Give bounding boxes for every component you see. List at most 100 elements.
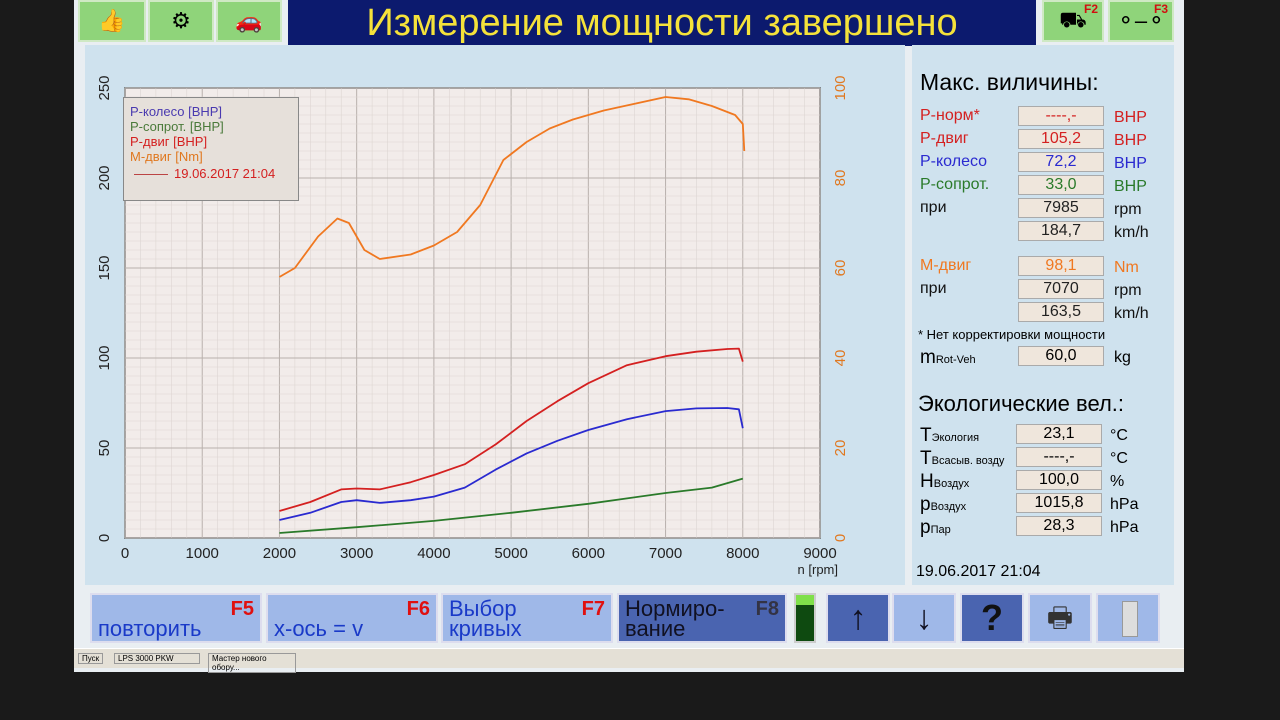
exit-button[interactable] [1096, 593, 1160, 643]
taskbar-item[interactable]: LPS 3000 PKW [114, 653, 200, 664]
row-label: HВоздух [920, 471, 970, 492]
y-right-tick-label: 0 [832, 534, 849, 542]
row-unit: hPa [1110, 519, 1139, 536]
max-row: 163,5 km/h [920, 302, 1170, 323]
row-value: 100,0 [1016, 470, 1102, 490]
x-tick-label: 7000 [649, 545, 682, 562]
f3-button[interactable]: F3 ⚬–⚬ [1108, 0, 1174, 42]
start-button[interactable]: Пуск [78, 653, 104, 664]
y-left-tick-label: 150 [96, 255, 113, 280]
y-left-tick-label: 100 [96, 345, 113, 370]
y-right-tick-label: 100 [832, 75, 849, 100]
x-tick-label: 9000 [803, 545, 836, 562]
x-tick-label: 1000 [186, 545, 219, 562]
help-button[interactable]: ? [960, 593, 1024, 643]
row-unit: °C [1110, 427, 1128, 444]
taskbar: Пуск LPS 3000 PKW Мастер нового обору... [74, 648, 1184, 673]
mass-row: mRot-Veh 60,0 kg [920, 346, 1170, 368]
mass-unit: kg [1114, 349, 1131, 366]
arrow-up-icon: ↑ [849, 599, 867, 637]
max-row: 184,7 km/h [920, 221, 1170, 242]
thumbs-up-button[interactable]: 👍 [78, 0, 146, 42]
row-value: 163,5 [1018, 302, 1104, 322]
row-label: P-норм* [920, 107, 980, 124]
series-line-3 [278, 96, 746, 278]
row-label: P-колесо [920, 153, 988, 170]
eco-row: TВсасыв. возду ----,- °C [920, 447, 1170, 469]
legend-date-text: 19.06.2017 21:04 [174, 166, 276, 181]
app-window: 👍 ⚙ 🚗 Измерение мощности завершено F2 ⛟ F… [74, 0, 1184, 673]
x-tick-label: 6000 [572, 545, 605, 562]
row-unit: BHP [1114, 109, 1147, 126]
status-led [794, 593, 816, 643]
engine-button[interactable]: ⚙ [148, 0, 214, 42]
legend-item: P-колесо [BHP] [130, 104, 223, 119]
row-label: pПар [920, 517, 951, 538]
row-value: ----,- [1018, 106, 1104, 126]
taskbar-item[interactable]: Мастер нового обору... [208, 653, 296, 673]
x-axis-button[interactable]: F6 x-ось = v [266, 593, 438, 643]
row-value: 1015,8 [1016, 493, 1102, 513]
row-unit: rpm [1114, 282, 1142, 299]
max-row: P-сопрот. 33,0 BHP [920, 175, 1170, 196]
normalize-button[interactable]: F8 Нормиро- вание [617, 593, 787, 643]
eco-title: Экологические вел.: [918, 391, 1125, 416]
dyno-car-icon: ⛟ [1059, 6, 1087, 32]
y-right-tick-label: 60 [832, 260, 849, 277]
row-unit: km/h [1114, 224, 1149, 241]
row-label: TЭкология [920, 425, 980, 446]
row-label: TВсасыв. возду [920, 448, 1005, 469]
repeat-button[interactable]: F5 повторить [90, 593, 262, 643]
row-value: 105,2 [1018, 129, 1104, 149]
f2-button[interactable]: F2 ⛟ [1042, 0, 1104, 42]
max-values-title: Макс. виличины: [920, 69, 1099, 95]
x-tick-label: 0 [121, 545, 129, 562]
row-value: 7985 [1018, 198, 1104, 218]
row-value: 23,1 [1016, 424, 1102, 444]
arrow-down-icon: ↓ [915, 599, 933, 637]
row-value: 98,1 [1018, 256, 1104, 276]
print-button[interactable]: 🖶 [1028, 593, 1092, 643]
row-label: при [920, 199, 947, 216]
max-row: P-норм* ----,- BHP [920, 106, 1170, 127]
row-unit: BHP [1114, 155, 1147, 172]
series-line-0 [279, 407, 744, 521]
legend: P-колесо [BHP] P-сопрот. [BHP] P-двиг [B… [123, 97, 299, 201]
car-button[interactable]: 🚗 [216, 0, 282, 42]
values-panel: Макс. виличины: P-норм* ----,- BHP P-двиг 10… [912, 45, 1174, 585]
row-unit: % [1110, 473, 1125, 490]
mass-label: mRot-Veh [920, 347, 976, 368]
legend-item: P-двиг [BHP] [130, 134, 208, 149]
row-value: 7070 [1018, 279, 1104, 299]
car-icon: 🚗 [235, 8, 263, 33]
measurement-datetime: 19.06.2017 21:04 [916, 563, 1041, 580]
max-row: при 7985 rpm [920, 198, 1170, 219]
y-left-tick-label: 0 [96, 534, 113, 542]
x-tick-label: 2000 [263, 545, 296, 562]
legend-date: 19.06.2017 21:04 [130, 166, 292, 181]
row-value: 33,0 [1018, 175, 1104, 195]
eco-row: HВоздух 100,0% [920, 470, 1170, 492]
engine-icon: ⚙ [171, 8, 191, 33]
x-tick-label: 5000 [494, 545, 527, 562]
row-unit: hPa [1110, 496, 1139, 513]
row-value: 72,2 [1018, 152, 1104, 172]
max-row: M-двиг 98,1 Nm [920, 256, 1170, 277]
question-icon: ? [981, 597, 1003, 638]
down-button[interactable]: ↓ [892, 593, 956, 643]
printer-icon: 🖶 [1046, 602, 1074, 633]
y-left-tick-label: 50 [96, 440, 113, 457]
y-right-tick-label: 20 [832, 440, 849, 457]
page-title: Измерение мощности завершено [288, 0, 1036, 46]
row-unit: rpm [1114, 201, 1142, 218]
x-tick-label: 4000 [417, 545, 450, 562]
row-label: P-двиг [920, 130, 969, 147]
correction-note: * Нет корректировки мощности [918, 327, 1106, 342]
up-button[interactable]: ↑ [826, 593, 890, 643]
row-label: при [920, 280, 947, 297]
row-value: 184,7 [1018, 221, 1104, 241]
row-unit: BHP [1114, 132, 1147, 149]
row-value: ----,- [1016, 447, 1102, 467]
curve-select-button[interactable]: F7 Выбор кривых [441, 593, 613, 643]
max-row: при 7070 rpm [920, 279, 1170, 300]
